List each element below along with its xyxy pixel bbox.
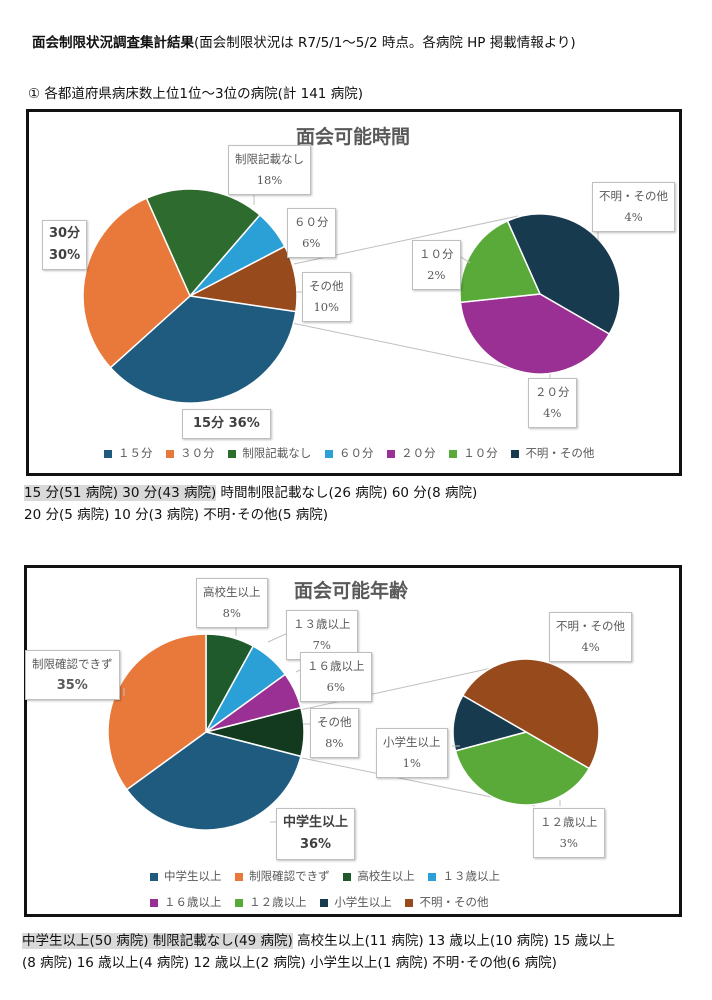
- label-12: １２歳以上 3%: [533, 808, 605, 858]
- legend-item: 不明・その他: [511, 445, 594, 461]
- connector-line: [291, 322, 533, 374]
- pie-slice-20min: [459, 293, 611, 375]
- label-60min: ６０分 6%: [287, 208, 336, 258]
- label-chugaku: 中学生以上 36%: [276, 808, 356, 860]
- label-30min: 30分 30%: [42, 220, 88, 270]
- label-shogaku: 小学生以上 1%: [376, 728, 448, 778]
- legend-item: 不明・その他: [405, 889, 488, 915]
- label-seigen: 制限確認できず 35%: [25, 650, 120, 700]
- legend-item: 制限確認できず: [235, 863, 330, 889]
- legend-item: 制限記載なし: [228, 445, 311, 461]
- pie-slice-15min: [109, 295, 297, 404]
- section-heading: ① 各都道府県病床数上位1位～3位の病院(計 141 病院): [28, 86, 363, 102]
- pie-slice-chugaku: [125, 731, 302, 831]
- pie-slice-10min: [459, 219, 542, 304]
- label-20min: ２０分 4%: [528, 378, 577, 428]
- label-seigen: 制限記載なし 18%: [228, 145, 311, 195]
- secondary-pie: [459, 213, 621, 375]
- label-unknown: 不明・その他 4%: [592, 182, 675, 232]
- legend-item: １２歳以上: [235, 889, 307, 915]
- secondary-pie: [452, 658, 600, 806]
- pie-slice-shogaku: [452, 694, 528, 752]
- legend: 中学生以上 制限確認できず 高校生以上 １３歳以上 １６歳以上 １２歳以上 小学…: [150, 863, 510, 915]
- legend-item: ２０分: [387, 445, 436, 461]
- legend-item: １０分: [449, 445, 498, 461]
- legend-item: 高校生以上: [343, 863, 415, 889]
- label-koukou: 高校生以上 8%: [196, 578, 268, 628]
- connector-line: [299, 663, 511, 711]
- label-unknown: 不明・その他 4%: [549, 612, 632, 662]
- legend-item: １５分: [104, 445, 153, 461]
- pie-slice-seigen: [145, 188, 261, 298]
- legend-item: ３０分: [166, 445, 215, 461]
- chart-title: 面会可能年齢: [294, 580, 409, 602]
- label-other: その他 8%: [310, 708, 359, 758]
- document-title: 面会制限状況調査集計結果(面会制限状況は R7/5/1～5/2 時点。各病院 H…: [32, 35, 576, 51]
- pie-slice-30min: [82, 197, 191, 369]
- legend-item: １３歳以上: [428, 863, 500, 889]
- pie-slice-unknown: [461, 658, 600, 770]
- legend-item: １６歳以上: [150, 889, 222, 915]
- main-pie: [107, 633, 305, 831]
- legend-item: ６０分: [324, 445, 373, 461]
- summary-visiting-hours: 15 分(51 病院) 30 分(43 病院) 時間制限記載なし(26 病院) …: [24, 485, 478, 523]
- chart-title: 面会可能時間: [296, 126, 411, 148]
- legend-item: 小学生以上: [320, 889, 392, 915]
- summary-visiting-age: 中学生以上(50 病院) 制限記載なし(49 病院) 高校生以上(11 病院) …: [22, 933, 616, 971]
- label-10min: １０分 2%: [412, 240, 461, 290]
- label-other: その他 10%: [302, 272, 351, 322]
- label-16: １６歳以上 6%: [300, 652, 372, 702]
- pie-slice-12: [454, 731, 591, 806]
- main-pie: [82, 188, 298, 404]
- legend: １５分 ３０分 制限記載なし ６０分 ２０分 １０分 不明・その他: [104, 445, 604, 461]
- pie-slice-unknown: [506, 213, 621, 336]
- legend-item: 中学生以上: [150, 863, 222, 889]
- label-15min: 15分 36%: [182, 409, 271, 439]
